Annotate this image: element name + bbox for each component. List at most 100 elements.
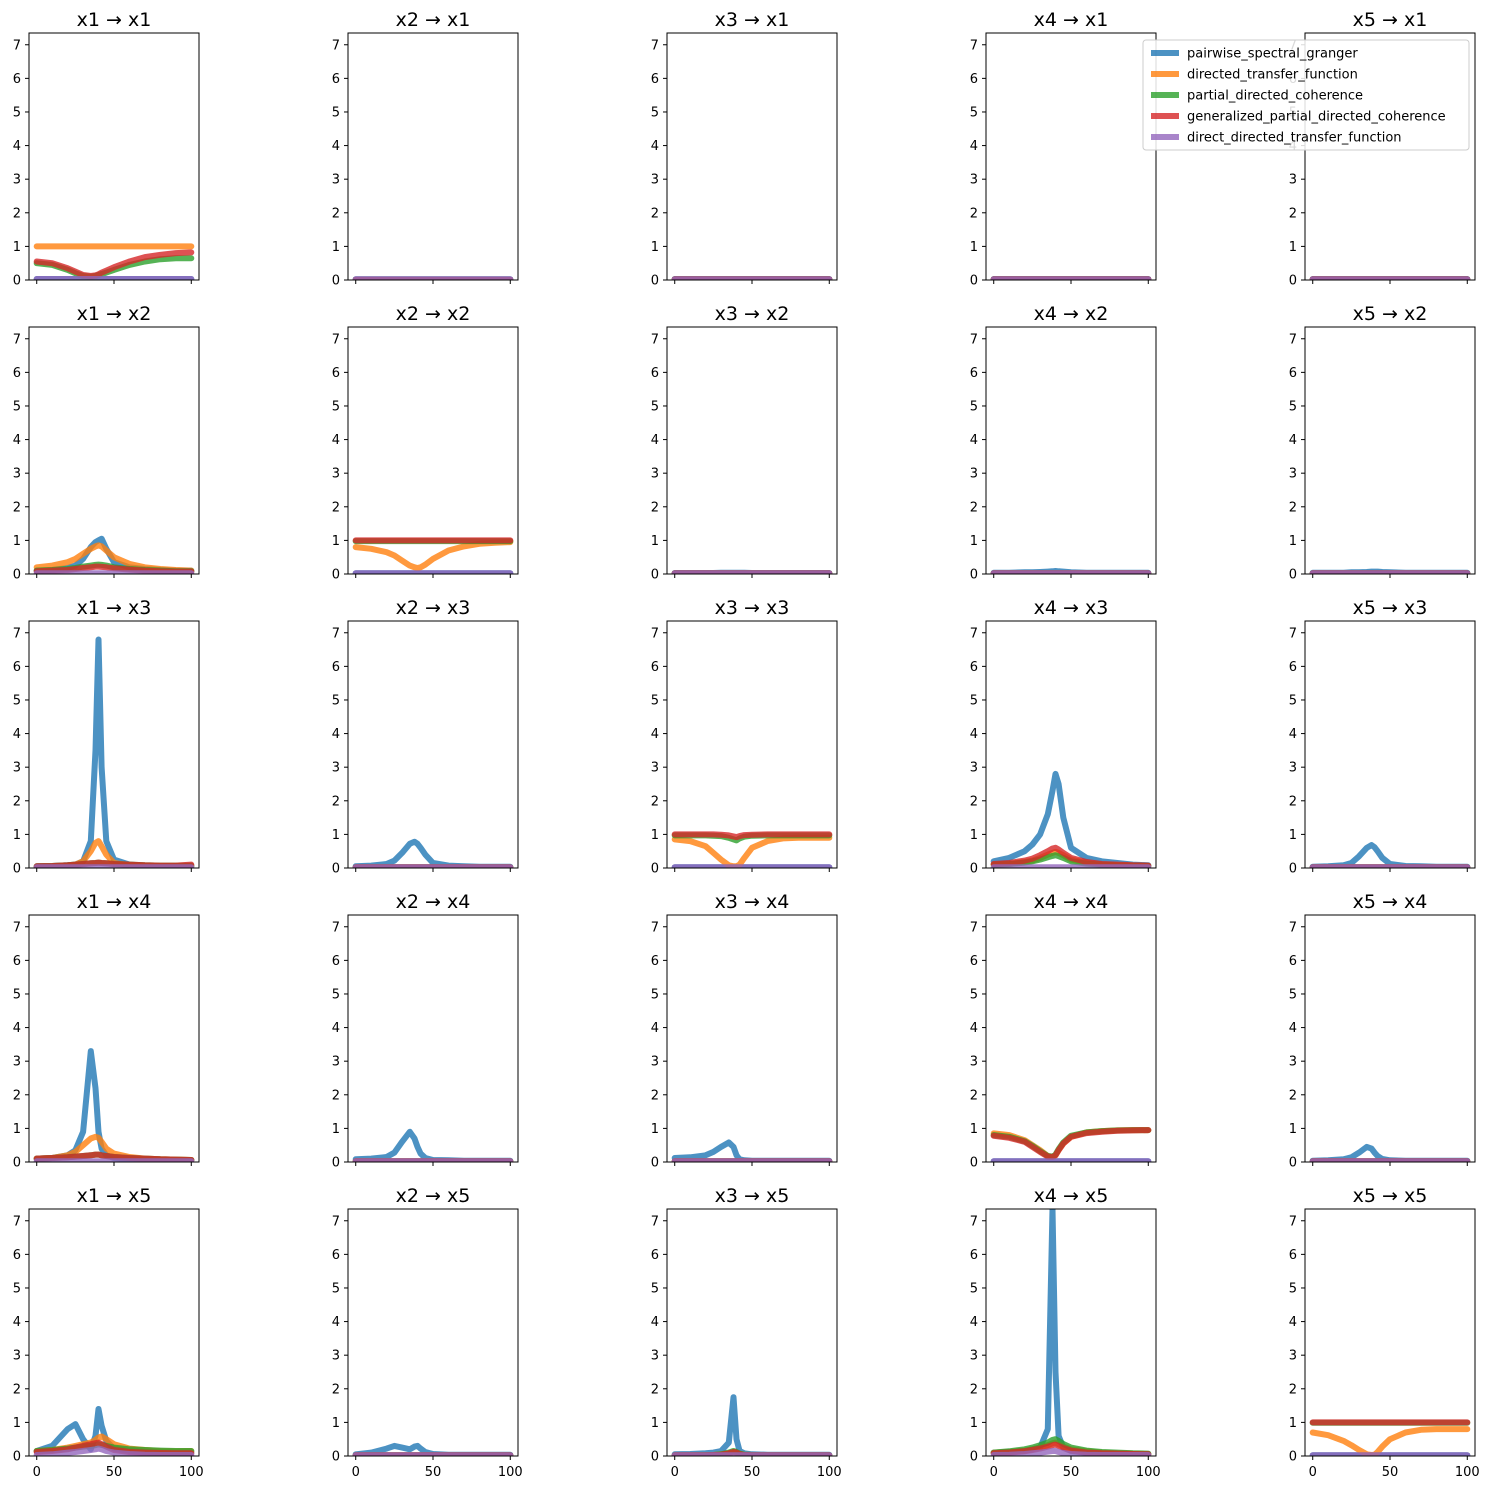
y-tick-label: 5 [970,399,978,414]
y-tick-label: 7 [13,332,21,347]
y-tick-label: 4 [13,433,21,448]
subplot: x4 → x1 0 1 2 3 4 5 6 7 [970,9,1157,289]
y-tick-label: 6 [13,954,21,969]
y-tick-label: 6 [651,660,659,675]
y-tick-label: 3 [332,1055,340,1070]
y-tick-label: 0 [1289,862,1297,877]
subplot: x1 → x5 0 1 2 3 4 5 6 7 0 50 100 [13,1185,204,1480]
y-tick-label: 7 [651,38,659,53]
y-tick-label: 6 [13,366,21,381]
series-line-generalized-partial-directed-coherence [990,1127,1152,1160]
y-tick-label: 5 [970,1281,978,1296]
axes-frame [347,1208,519,1457]
axes-frame [1304,914,1476,1163]
y-tick-label: 0 [970,568,978,583]
subplot-title: x4 → x4 [1034,891,1109,913]
y-tick-label: 2 [332,1088,340,1103]
x-tick-label: 0 [671,1465,679,1480]
subplot: x1 → x4 0 1 2 3 4 5 6 7 [13,891,200,1171]
y-tick-label: 0 [13,1450,21,1465]
y-tick-label: 4 [1289,1315,1297,1330]
y-tick-label: 5 [13,693,21,708]
y-tick-label: 0 [1289,1156,1297,1171]
y-tick-label: 1 [651,1122,659,1137]
y-tick-label: 2 [651,1382,659,1397]
y-tick-label: 7 [970,920,978,935]
subplot: x2 → x5 0 1 2 3 4 5 6 7 0 50 100 [332,1185,523,1480]
y-tick-label: 3 [970,173,978,188]
y-tick-label: 4 [1289,1021,1297,1036]
y-tick-label: 5 [1289,693,1297,708]
y-tick-label: 6 [970,954,978,969]
y-tick-label: 6 [970,72,978,87]
subplot: x4 → x5 0 1 2 3 4 5 6 7 0 50 100 [970,1185,1161,1480]
y-tick-label: 1 [970,534,978,549]
y-tick-label: 3 [970,1349,978,1364]
y-tick-label: 0 [1289,568,1297,583]
subplot: x1 → x3 0 1 2 3 4 5 6 7 [13,597,200,877]
y-tick-label: 5 [651,987,659,1002]
y-tick-label: 0 [970,1450,978,1465]
y-tick-label: 4 [332,1315,340,1330]
y-tick-label: 0 [970,1156,978,1171]
y-tick-label: 3 [651,761,659,776]
y-tick-label: 5 [332,1281,340,1296]
subplot-title: x2 → x4 [396,891,471,913]
subplot-title: x5 → x5 [1353,1185,1428,1207]
y-tick-label: 5 [651,105,659,120]
axes-frame [28,620,200,869]
subplot-title: x2 → x2 [396,303,471,325]
y-tick-label: 1 [13,240,21,255]
y-tick-label: 2 [970,794,978,809]
y-tick-label: 0 [332,1450,340,1465]
y-tick-label: 3 [332,1349,340,1364]
subplot-title: x1 → x3 [77,597,152,619]
x-tick-label: 50 [425,1465,442,1480]
y-tick-label: 7 [332,332,340,347]
y-tick-label: 2 [332,206,340,221]
y-tick-label: 6 [13,72,21,87]
series-line-generalized-partial-directed-coherence [33,249,195,279]
x-tick-label: 0 [352,1465,360,1480]
axes-frame [347,620,519,869]
y-tick-label: 0 [651,568,659,583]
y-tick-label: 1 [970,1122,978,1137]
y-tick-label: 5 [651,1281,659,1296]
y-tick-label: 7 [970,332,978,347]
y-tick-label: 3 [1289,761,1297,776]
axes-frame [666,1208,838,1457]
y-tick-label: 3 [1289,1349,1297,1364]
y-tick-label: 6 [970,366,978,381]
series-line-direct-directed-transfer-function [990,1448,1152,1456]
subplot-title: x4 → x3 [1034,597,1109,619]
y-tick-label: 2 [332,1382,340,1397]
subplot: x4 → x3 0 1 2 3 4 5 6 7 [970,597,1157,877]
subplot-title: x1 → x1 [77,9,152,31]
y-tick-label: 0 [13,862,21,877]
x-tick-label: 100 [179,1465,204,1480]
subplot-title: x5 → x4 [1353,891,1428,913]
y-tick-label: 3 [651,1349,659,1364]
subplot: x5 → x4 0 1 2 3 4 5 6 7 [1289,891,1476,1171]
subplot: x5 → x2 0 1 2 3 4 5 6 7 [1289,303,1476,583]
series-line-directed-transfer-function [671,834,833,868]
y-tick-label: 0 [332,1156,340,1171]
y-tick-label: 4 [332,139,340,154]
y-tick-label: 7 [332,626,340,641]
legend-box [1142,39,1470,151]
y-tick-label: 7 [651,626,659,641]
subplot: x3 → x2 0 1 2 3 4 5 6 7 [651,303,838,583]
y-tick-label: 4 [13,139,21,154]
x-tick-label: 50 [1063,1465,1080,1480]
subplot: x5 → x5 0 1 2 3 4 5 6 7 0 50 100 [1289,1185,1480,1480]
y-tick-label: 7 [651,332,659,347]
y-tick-label: 0 [13,568,21,583]
y-tick-label: 7 [13,626,21,641]
y-tick-label: 3 [332,467,340,482]
y-tick-label: 2 [651,1088,659,1103]
series-line-pairwise-spectral-granger [990,770,1152,868]
y-tick-label: 5 [1289,987,1297,1002]
y-tick-label: 5 [13,399,21,414]
axes-frame [1304,620,1476,869]
